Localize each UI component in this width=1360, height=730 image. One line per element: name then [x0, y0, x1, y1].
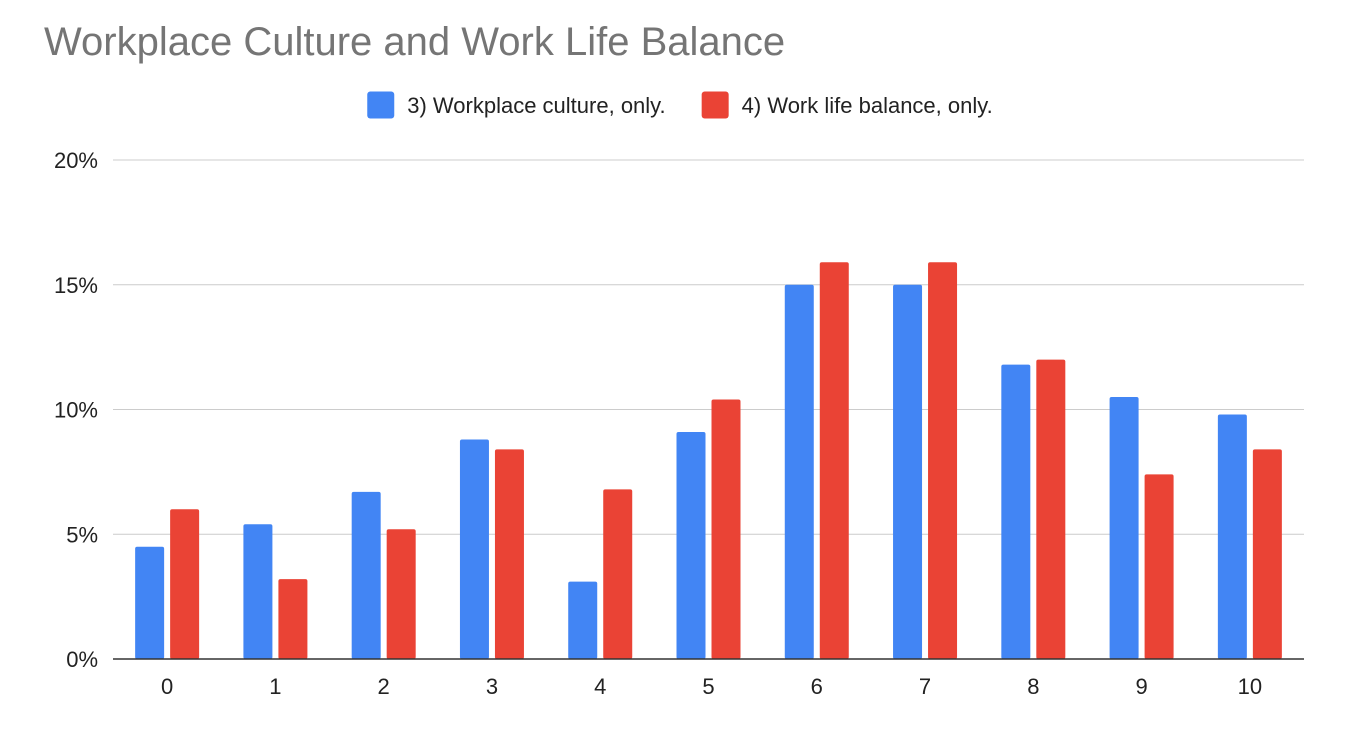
legend-item: 4) Work life balance, only.: [701, 91, 993, 119]
bar-work-life-balance-6: [819, 262, 849, 659]
legend-label: 4) Work life balance, only.: [742, 93, 993, 118]
legend-swatch: [367, 91, 395, 119]
bar-workplace-culture-5: [676, 431, 706, 659]
x-tick-label: 5: [702, 674, 714, 699]
bar-work-life-balance-8: [1036, 359, 1066, 659]
x-tick-label: 2: [378, 674, 390, 699]
bar-workplace-culture-0: [135, 546, 165, 659]
bar-work-life-balance-2: [386, 529, 416, 659]
bar-work-life-balance-3: [494, 449, 524, 659]
y-tick-label: 0%: [66, 647, 98, 672]
gridlines: [113, 159, 1304, 535]
x-tick-label: 9: [1135, 674, 1147, 699]
bar-work-life-balance-0: [170, 509, 200, 659]
bars: [135, 262, 1282, 659]
chart-title: Workplace Culture and Work Life Balance: [44, 20, 785, 64]
bar-workplace-culture-10: [1217, 414, 1247, 659]
bar-workplace-culture-9: [1109, 397, 1139, 659]
bar-work-life-balance-9: [1144, 474, 1174, 659]
bar-workplace-culture-3: [459, 439, 489, 659]
legend: 3) Workplace culture, only. 4) Work life …: [367, 91, 993, 119]
x-tick-label: 10: [1238, 674, 1262, 699]
bar-work-life-balance-10: [1252, 449, 1282, 659]
legend-item: 3) Workplace culture, only.: [367, 91, 666, 119]
legend-label: 3) Workplace culture, only.: [407, 93, 665, 118]
bar-workplace-culture-2: [351, 491, 381, 659]
x-axis-tick-labels: 0 1 2 3 4 5 6 7 8 9 10: [161, 674, 1262, 699]
bar-workplace-culture-6: [784, 284, 814, 659]
y-axis-tick-labels: 0% 5% 10% 15% 20%: [54, 148, 98, 672]
x-tick-label: 4: [594, 674, 606, 699]
bar-workplace-culture-1: [243, 524, 273, 659]
bar-work-life-balance-4: [603, 489, 633, 659]
bar-workplace-culture-7: [893, 284, 923, 659]
bar-workplace-culture-8: [1001, 364, 1031, 659]
x-tick-label: 1: [269, 674, 281, 699]
x-tick-label: 0: [161, 674, 173, 699]
y-tick-label: 20%: [54, 148, 98, 173]
x-tick-label: 3: [486, 674, 498, 699]
bar-workplace-culture-4: [568, 581, 598, 659]
legend-swatch: [701, 91, 729, 119]
bar-work-life-balance-1: [278, 579, 308, 659]
y-tick-label: 15%: [54, 273, 98, 298]
y-tick-label: 5%: [66, 522, 98, 547]
y-tick-label: 10%: [54, 398, 98, 423]
x-tick-label: 7: [919, 674, 931, 699]
x-tick-label: 8: [1027, 674, 1039, 699]
bar-work-life-balance-5: [711, 399, 741, 659]
bar-work-life-balance-7: [928, 262, 958, 659]
x-tick-label: 6: [811, 674, 823, 699]
